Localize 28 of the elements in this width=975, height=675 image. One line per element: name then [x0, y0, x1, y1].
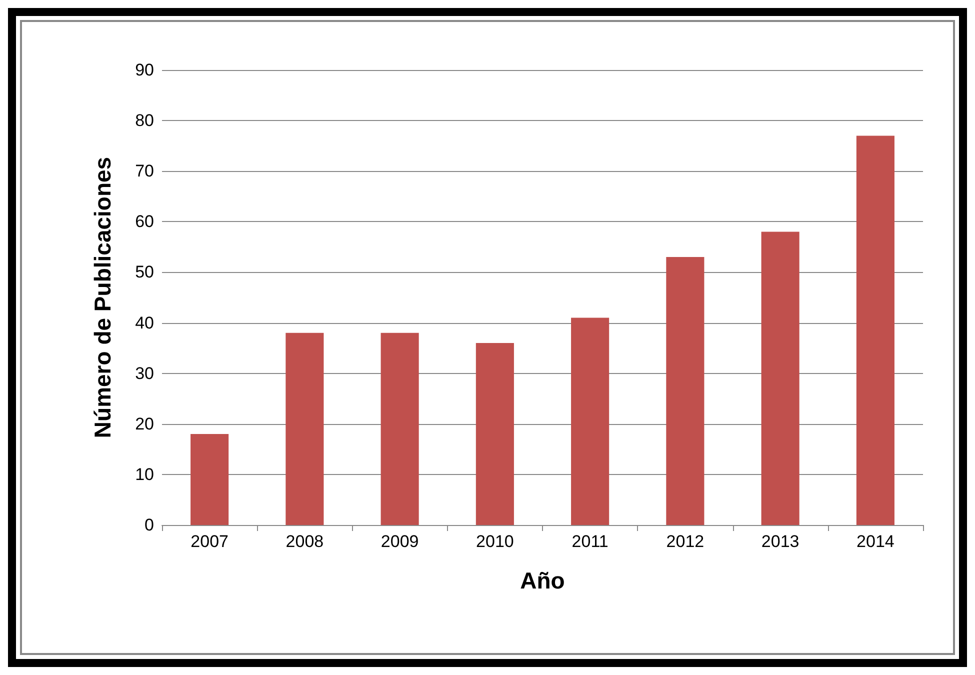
x-tick-label: 2007	[190, 532, 228, 551]
x-axis-title: Año	[520, 568, 565, 594]
y-tick-label: 0	[144, 516, 154, 534]
y-tick-label: 60	[135, 212, 154, 232]
bar	[286, 332, 324, 525]
bar	[476, 343, 514, 525]
x-tick-label: 2014	[856, 532, 894, 551]
bar	[761, 232, 800, 525]
bar	[856, 136, 894, 525]
bar	[571, 318, 610, 525]
bar	[190, 434, 229, 525]
x-tick-label: 2013	[761, 532, 800, 551]
y-axis-title: Número de Publicaciones	[90, 156, 116, 438]
y-tick-label: 20	[135, 414, 154, 434]
y-tick-label: 90	[135, 60, 154, 80]
y-tick-label: 40	[135, 313, 154, 332]
y-tick-label: 30	[135, 364, 154, 383]
x-tick-label: 2008	[286, 532, 324, 551]
y-tick-label: 70	[135, 162, 154, 181]
x-tick-label: 2012	[666, 532, 704, 551]
y-tick-label: 50	[135, 262, 154, 282]
bar	[380, 332, 419, 525]
x-tick-label: 2010	[476, 532, 514, 551]
y-tick-label: 10	[135, 464, 154, 484]
y-tick-label: 80	[135, 111, 154, 130]
x-tick-label: 2011	[572, 532, 608, 551]
bar	[666, 257, 704, 525]
x-tick-label: 2009	[380, 532, 419, 551]
